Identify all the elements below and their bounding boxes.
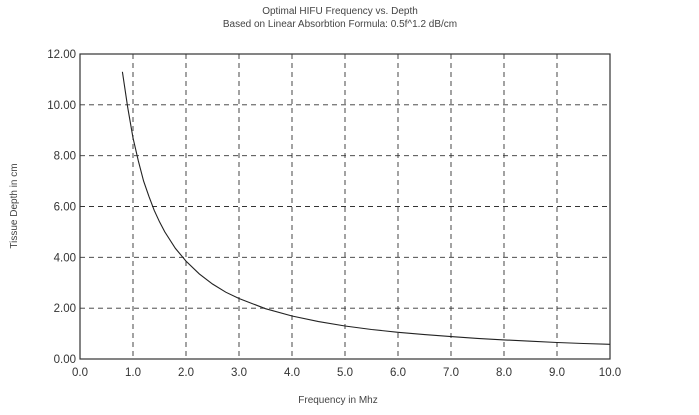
grid	[80, 54, 610, 359]
y-tick-label: 2.00	[54, 303, 76, 315]
y-tick-label: 10.00	[47, 100, 76, 112]
x-tick-label: 4.0	[284, 367, 300, 379]
x-tick-label: 9.0	[549, 367, 565, 379]
x-tick-label: 0.0	[72, 367, 88, 379]
x-axis-label: Frequency in Mhz	[298, 395, 377, 406]
tick-labels: 0.0 1.0 2.0 3.0 4.0 5.0 6.0 7.0 8.0 9.0 10.0 0.00 2.…	[47, 49, 621, 379]
x-tick-label: 3.0	[231, 367, 247, 379]
x-tick-label: 7.0	[443, 367, 459, 379]
series-line	[121, 71, 611, 345]
y-tick-label: 0.00	[54, 354, 76, 366]
x-tick-label: 6.0	[390, 367, 406, 379]
x-tick-label: 10.0	[599, 367, 621, 379]
chart-subtitle: Based on Linear Absorbtion Formula: 0.5f…	[223, 19, 457, 30]
plot-frame	[79, 53, 611, 360]
y-tick-label: 4.00	[54, 252, 76, 264]
y-tick-label: 6.00	[54, 202, 76, 214]
y-axis-label: Tissue Depth in cm	[9, 163, 20, 248]
y-tick-label: 8.00	[54, 151, 76, 163]
x-tick-label: 1.0	[125, 367, 141, 379]
x-tick-label: 2.0	[178, 367, 194, 379]
chart-title: Optimal HIFU Frequency vs. Depth	[262, 6, 418, 17]
y-tick-label: 12.00	[47, 49, 76, 61]
x-tick-label: 5.0	[337, 367, 353, 379]
x-tick-label: 8.0	[496, 367, 512, 379]
